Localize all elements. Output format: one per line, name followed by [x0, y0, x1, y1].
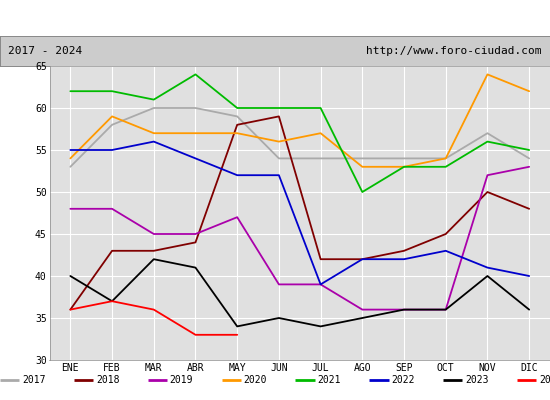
Text: 2017 - 2024: 2017 - 2024 — [8, 46, 82, 56]
Text: 2024: 2024 — [539, 375, 550, 385]
Text: http://www.foro-ciudad.com: http://www.foro-ciudad.com — [366, 46, 542, 56]
Text: 2019: 2019 — [170, 375, 193, 385]
Text: 2020: 2020 — [244, 375, 267, 385]
Text: 2023: 2023 — [465, 375, 488, 385]
Text: Evolucion del paro registrado en Gavilanes: Evolucion del paro registrado en Gavilan… — [99, 11, 451, 25]
Text: 2021: 2021 — [317, 375, 341, 385]
Text: 2022: 2022 — [391, 375, 415, 385]
Text: 2018: 2018 — [96, 375, 119, 385]
Text: 2017: 2017 — [22, 375, 46, 385]
